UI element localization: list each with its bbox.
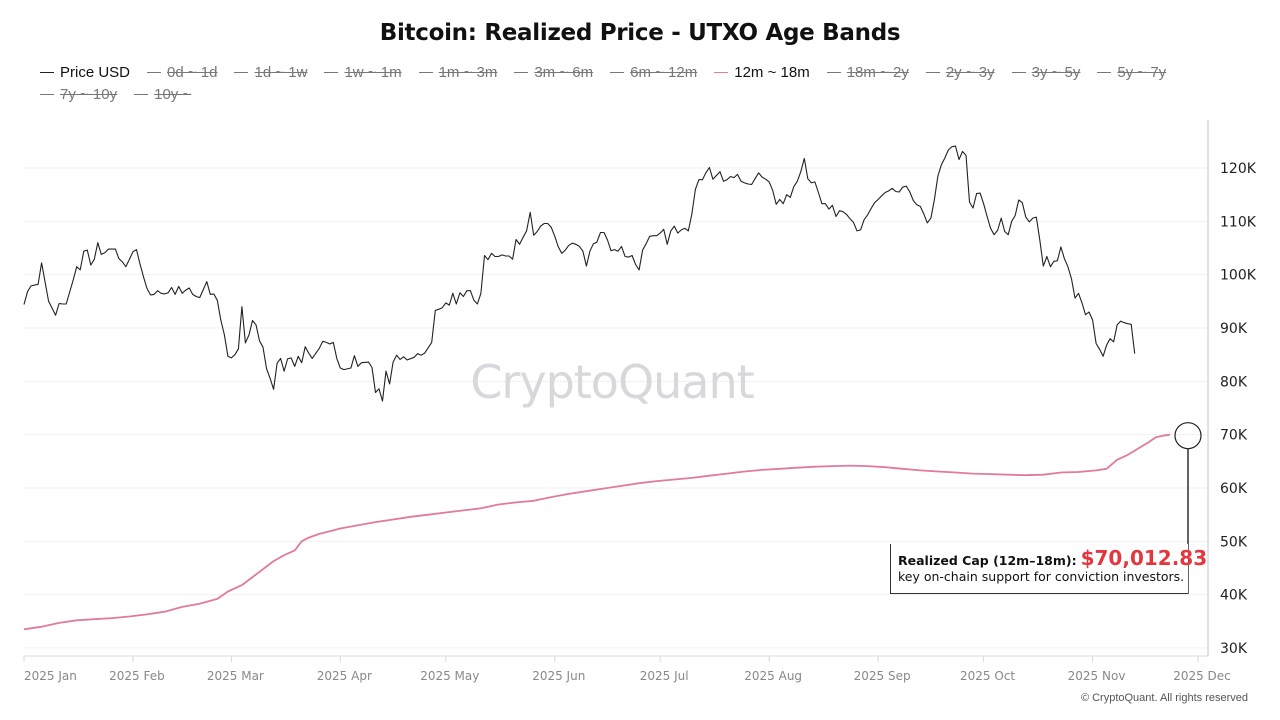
legend-swatch-icon (147, 71, 162, 73)
legend-swatch-icon (925, 71, 940, 73)
legend-item[interactable]: 1d ~ 1w (234, 62, 307, 84)
x-tick-label: 2025 Feb (109, 669, 165, 683)
annotation-label: Realized Cap (12m–18m): (898, 553, 1077, 568)
legend-swatch-icon (514, 71, 529, 73)
legend-swatch-icon (610, 71, 625, 73)
legend-label: 10y ~ (154, 86, 192, 103)
legend-label: Price USD (60, 64, 131, 81)
x-tick-label: 2025 Jan (24, 669, 77, 683)
legend-item[interactable]: 12m ~ 18m (714, 62, 810, 84)
legend-swatch-icon (234, 71, 249, 73)
legend-swatch-icon (324, 71, 339, 73)
legend-label: 7y ~ 10y (60, 86, 118, 103)
legend-item[interactable]: 3y ~ 5y (1011, 62, 1081, 84)
legend-label: 3m ~ 6m (534, 64, 594, 81)
legend-item[interactable]: 18m ~ 2y (826, 62, 909, 84)
series-line (23, 433, 1171, 631)
x-tick-label: 2025 Sep (854, 669, 911, 683)
series-12m-18m (23, 433, 1171, 631)
legend-item[interactable]: 5y ~ 7y (1097, 62, 1166, 84)
legend-label: 1w ~ 1m (344, 64, 402, 81)
annotation-note: key on-chain support for conviction inve… (898, 569, 1185, 584)
y-tick-label: 90K (1220, 321, 1248, 337)
annotation-line-1: Realized Cap (12m–18m): $70,012.83 (898, 546, 1207, 570)
annotation-callout: Realized Cap (12m–18m): $70,012.83 key on… (890, 544, 1207, 594)
legend-label: 5y ~ 7y (1117, 64, 1167, 81)
x-tick-label: 2025 Aug (744, 669, 802, 683)
legend-label: 1m ~ 3m (438, 64, 498, 81)
legend-item[interactable]: 0d ~ 1d (147, 62, 217, 84)
highlight-circle (1174, 422, 1202, 450)
legend-swatch-icon (418, 71, 433, 73)
legend-item[interactable]: 3m ~ 6m (514, 62, 593, 84)
y-tick-label: 100K (1220, 268, 1257, 284)
series-line (23, 145, 1136, 402)
y-tick-label: 80K (1220, 374, 1248, 390)
gridlines (24, 167, 1208, 649)
y-tick-label: 40K (1220, 588, 1248, 604)
legend-swatch-icon (134, 93, 149, 95)
legend-item[interactable]: 7y ~ 10y (40, 84, 117, 106)
x-tick-label: 2025 Apr (317, 669, 372, 683)
x-tick-label: 2025 May (420, 669, 479, 683)
annotation-value: $70,012.83 (1080, 546, 1208, 570)
annotation-marker (1174, 422, 1202, 594)
legend-label: 0d ~ 1d (167, 64, 218, 81)
legend-label: 1d ~ 1w (254, 64, 308, 81)
legend-label: 12m ~ 18m (734, 64, 810, 81)
legend-item[interactable]: Price USD (40, 62, 130, 84)
legend-swatch-icon (40, 71, 54, 73)
x-tick-label: 2025 Nov (1068, 669, 1126, 683)
x-axis-ticks: 2025 Jan 2025 Feb 2025 Mar 2025 Apr 2025 May… (23, 656, 1231, 683)
y-tick-label: 70K (1220, 428, 1248, 444)
legend-label: 18m ~ 2y (846, 64, 909, 81)
series-price-usd (23, 145, 1136, 402)
legend-label: 6m ~ 12m (630, 64, 698, 81)
legend-item[interactable]: 10y ~ (134, 84, 191, 106)
legend-swatch-icon (826, 71, 841, 73)
x-tick-label: 2025 Jul (640, 669, 689, 683)
legend-swatch-icon (1011, 71, 1026, 73)
legend-label: 2y ~ 3y (945, 64, 995, 81)
y-axis-ticks: 120K 110K 100K 90K 80K 70K 60K 50K 40K 30K (1220, 161, 1257, 657)
legend-swatch-icon (1097, 71, 1112, 73)
legend-item[interactable]: 1w ~ 1m (324, 62, 402, 84)
y-tick-label: 110K (1220, 214, 1257, 230)
axes (24, 120, 1209, 657)
y-tick-label: 120K (1220, 161, 1257, 177)
x-tick-label: 2025 Mar (207, 669, 264, 683)
copyright: © CryptoQuant. All rights reserved (1080, 692, 1248, 704)
legend-item[interactable]: 1m ~ 3m (418, 62, 498, 84)
legend-item[interactable]: 6m ~ 12m (610, 62, 697, 84)
x-tick-label: 2025 Dec (1173, 669, 1231, 683)
legend-swatch-icon (40, 93, 54, 95)
legend-item[interactable]: 2y ~ 3y (925, 62, 995, 84)
watermark-logo: CryptoQuant (470, 355, 753, 409)
chart-title: Bitcoin: Realized Price - UTXO Age Bands (379, 20, 901, 46)
y-tick-label: 60K (1220, 481, 1248, 497)
y-tick-label: 30K (1220, 641, 1248, 657)
legend: Price USD 0d ~ 1d 1d ~ 1w 1w ~ 1m 1m ~ 3m 3m … (40, 62, 1260, 106)
y-tick-label: 50K (1220, 534, 1248, 550)
series-group (23, 145, 1171, 631)
legend-label: 3y ~ 5y (1031, 64, 1081, 81)
x-tick-label: 2025 Oct (960, 669, 1015, 683)
legend-swatch-icon (714, 71, 729, 73)
x-tick-label: 2025 Jun (532, 669, 585, 683)
